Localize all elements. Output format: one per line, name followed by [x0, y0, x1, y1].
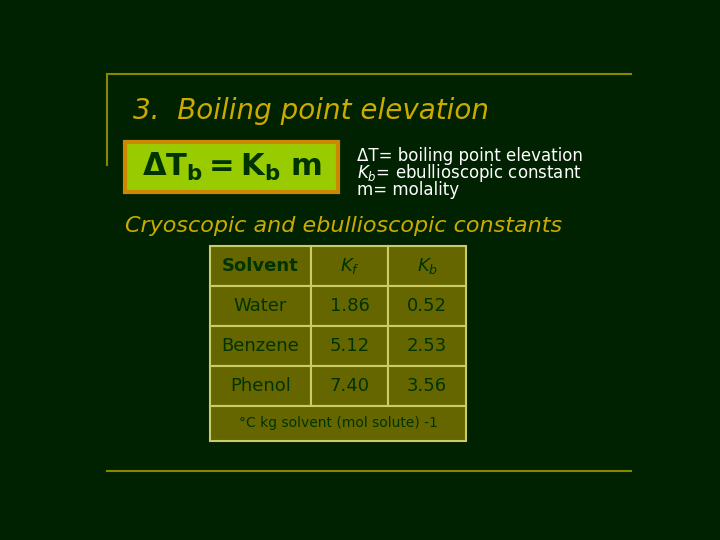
Text: Water: Water — [234, 297, 287, 315]
Bar — [210, 406, 466, 441]
Text: Solvent: Solvent — [222, 256, 299, 275]
Text: ΔT= boiling point elevation: ΔT= boiling point elevation — [357, 147, 583, 165]
Text: 7.40: 7.40 — [330, 377, 369, 395]
Text: 1.86: 1.86 — [330, 297, 369, 315]
Text: 5.12: 5.12 — [330, 337, 369, 355]
Bar — [311, 326, 388, 366]
Text: $K_b$= ebullioscopic constant: $K_b$= ebullioscopic constant — [357, 161, 582, 184]
Text: 3.56: 3.56 — [407, 377, 447, 395]
Bar — [311, 366, 388, 406]
Bar — [210, 326, 311, 366]
Text: 2.53: 2.53 — [407, 337, 447, 355]
Text: °C kg solvent (mol solute) -1: °C kg solvent (mol solute) -1 — [238, 416, 438, 430]
Text: $K_b$: $K_b$ — [417, 256, 438, 276]
Text: $K_f$: $K_f$ — [340, 256, 359, 276]
Bar — [388, 286, 466, 326]
Text: m= molality: m= molality — [357, 180, 459, 199]
Bar — [210, 366, 311, 406]
Bar — [125, 142, 338, 192]
Text: 3.  Boiling point elevation: 3. Boiling point elevation — [132, 97, 489, 125]
Text: Cryoscopic and ebullioscopic constants: Cryoscopic and ebullioscopic constants — [125, 217, 562, 237]
Text: 0.52: 0.52 — [407, 297, 447, 315]
Bar — [388, 246, 466, 286]
Bar — [311, 286, 388, 326]
Text: Phenol: Phenol — [230, 377, 291, 395]
Bar — [210, 246, 311, 286]
Bar — [210, 286, 311, 326]
Bar — [388, 326, 466, 366]
Text: $\mathbf{\Delta T_b = K_b\ m}$: $\mathbf{\Delta T_b = K_b\ m}$ — [142, 151, 321, 183]
Bar — [311, 246, 388, 286]
Text: Benzene: Benzene — [222, 337, 300, 355]
Bar — [388, 366, 466, 406]
